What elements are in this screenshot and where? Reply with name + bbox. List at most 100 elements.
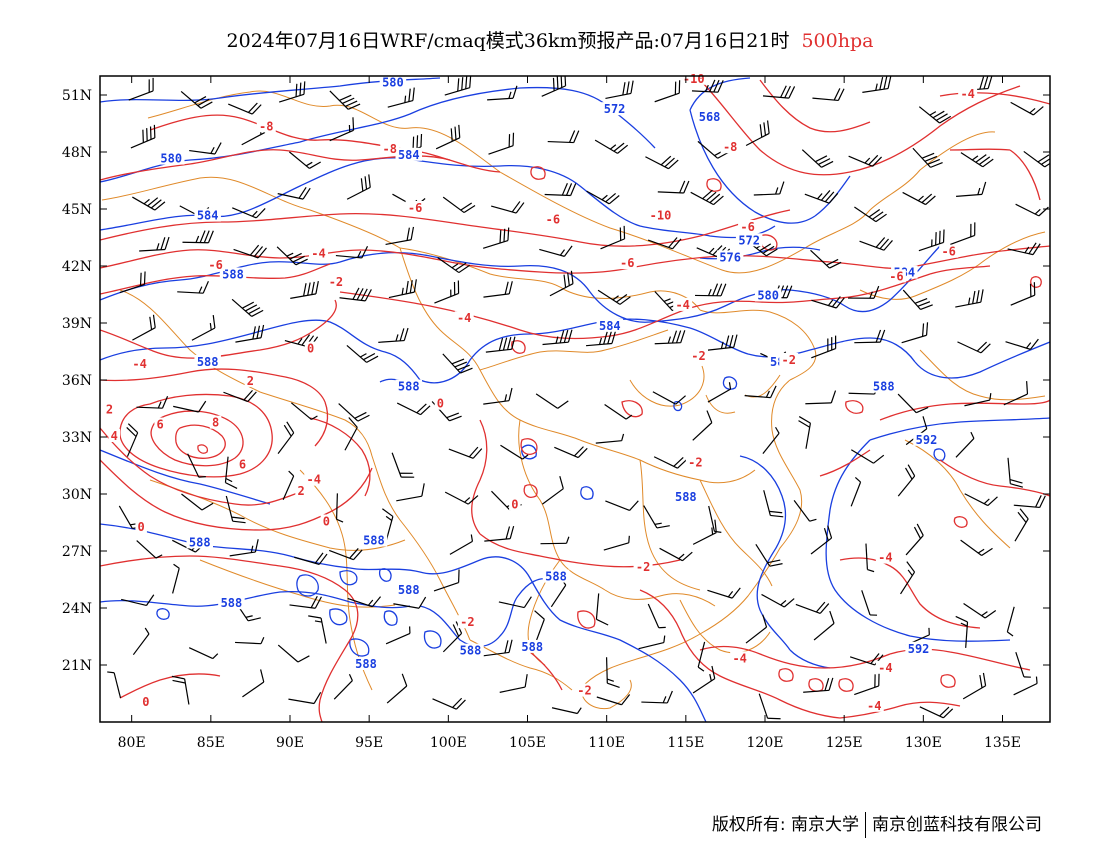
wind-barb-feather [596, 618, 609, 626]
wind-barb-feather [460, 367, 473, 374]
lon-tick-label: 135E [984, 735, 1021, 751]
wind-barb-feather [920, 304, 933, 311]
wind-barb [136, 396, 169, 409]
wind-barb-feather [922, 416, 928, 429]
wind-barb [333, 673, 353, 700]
wind-barb-feather [164, 236, 170, 250]
wind-barb [1023, 150, 1050, 168]
wind-barb-feather [139, 272, 142, 286]
wind-barb [654, 330, 686, 345]
wind-barb-shaft [378, 339, 405, 343]
wind-barb [812, 88, 845, 102]
temperature-label: -6 [208, 258, 222, 272]
wind-barb-shaft [335, 493, 338, 520]
wind-barb [442, 196, 476, 214]
wind-barb-shaft [859, 240, 885, 251]
contour-label-bg [735, 233, 763, 247]
wind-barb-feather [1033, 106, 1044, 116]
wind-barb-shaft [696, 247, 721, 259]
wind-barb-shaft [854, 206, 877, 223]
wind-barb-feather [342, 97, 355, 104]
wind-barb-feather [463, 205, 476, 214]
wind-barb-shaft [1010, 101, 1034, 116]
wind-barb [132, 314, 156, 341]
contour-label-bg [575, 683, 594, 697]
wind-barb-feather [606, 678, 614, 682]
wind-barb [385, 626, 411, 645]
wind-barb-feather [202, 281, 209, 294]
wind-barb-shaft [235, 337, 262, 343]
wind-barb-feather [251, 309, 264, 317]
wind-barb-feather [622, 82, 626, 96]
wind-barb [387, 87, 415, 108]
wind-barb-feather [820, 190, 831, 201]
copyright-footer: 版权所有: 南京大学 南京创蓝科技有限公司 [712, 810, 1042, 838]
lat-tick-label: 30N [62, 487, 92, 503]
wind-barb-feather [245, 615, 253, 618]
wind-barb-feather [247, 102, 258, 113]
height-contour-labels: 5805725685845805845725765885805845845885… [158, 75, 940, 671]
wind-barb-shaft [659, 547, 683, 562]
wind-barb [132, 196, 166, 211]
wind-barb-shaft [645, 156, 669, 170]
wind-barb-shaft [690, 191, 714, 206]
wind-barb [107, 671, 122, 699]
wind-barb [692, 519, 717, 545]
wind-barb-feather [315, 281, 319, 295]
wind-barb [308, 615, 327, 644]
wind-barb-feather [457, 78, 460, 92]
wind-barb-feather [399, 328, 405, 342]
wind-barb [955, 431, 975, 458]
wind-barb [180, 90, 213, 109]
wind-barb-shaft [849, 656, 876, 666]
map-title: 2024年07月16日WRF/cmaq模式36km预报产品:07月16日21时 5… [0, 26, 1100, 53]
wind-barb-feather [656, 525, 670, 529]
wind-barb [1014, 508, 1029, 542]
map-frame [99, 75, 1051, 723]
wind-barb [964, 393, 992, 407]
wind-barb [549, 270, 574, 297]
wind-barb [339, 287, 372, 302]
wind-barb [691, 79, 724, 93]
wind-barb [697, 641, 706, 672]
wind-barb-shaft [180, 90, 202, 109]
wind-barb [654, 80, 681, 103]
wind-barb-feather [714, 519, 717, 533]
wind-barb [605, 657, 620, 689]
wind-barb-shaft [228, 103, 253, 115]
wind-barb-feather [286, 421, 295, 434]
wind-barb-feather [942, 229, 945, 243]
wind-barb-shaft [761, 593, 785, 608]
wind-barb-feather [798, 416, 811, 424]
wind-barb-feather [126, 427, 137, 437]
wind-barb-shaft [605, 657, 608, 684]
wind-barb-shaft [448, 448, 474, 459]
temperature-label: -2 [688, 456, 702, 470]
wind-barb [1010, 101, 1044, 116]
wind-barb-feather [729, 334, 734, 348]
temperature-label: -8 [723, 140, 737, 154]
wind-barb [912, 147, 943, 168]
wind-barb [444, 491, 479, 505]
wind-barb-shaft [691, 90, 718, 93]
wind-barb-feather [917, 301, 931, 307]
wind-barb-feather [251, 210, 258, 217]
wind-barb-shaft [320, 617, 327, 644]
wind-barb-shaft [393, 603, 420, 609]
wind-barb-feather [305, 161, 313, 167]
wind-barb-feather [409, 280, 413, 294]
wind-barb [1015, 651, 1031, 678]
wind-barb-feather [357, 414, 370, 422]
wind-barb-feather [247, 617, 261, 622]
wind-barb [793, 500, 817, 522]
wind-barb-shaft [277, 193, 304, 200]
wind-barb [964, 493, 998, 507]
wind-barb-feather [302, 187, 311, 200]
wind-barb-feather [981, 181, 987, 195]
wind-barb-feather [815, 601, 826, 613]
wind-barb-shaft [113, 672, 122, 699]
wind-barb-feather [345, 100, 358, 107]
wind-barb-feather [418, 596, 427, 609]
wind-barb-shaft [652, 391, 676, 405]
height-label: 568 [699, 110, 721, 124]
